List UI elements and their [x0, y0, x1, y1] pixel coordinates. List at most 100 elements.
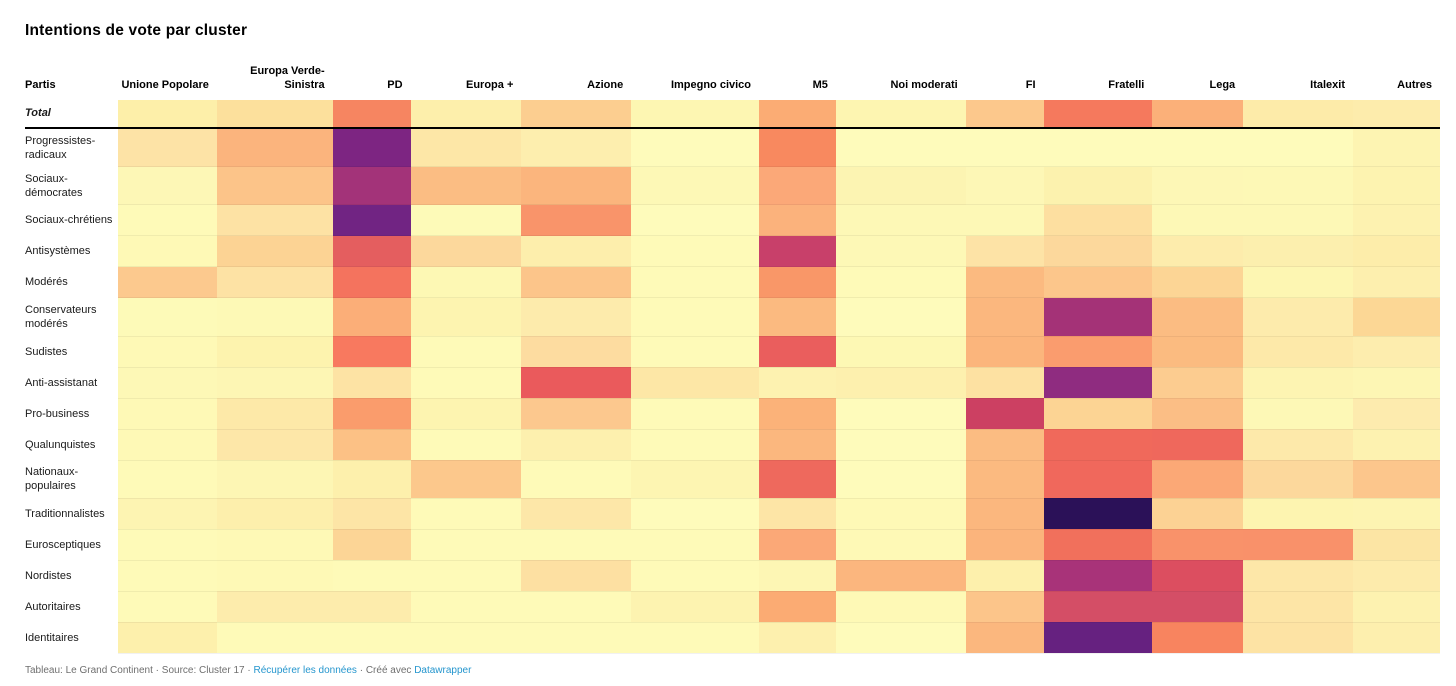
heatmap-cell — [216, 529, 333, 561]
table-row-autoritaires: Autoritaires — [25, 591, 1440, 623]
heatmap-cell — [1243, 235, 1354, 268]
heatmap-cell — [759, 429, 836, 461]
heatmap-cell — [410, 398, 522, 430]
heatmap-cell — [1353, 127, 1440, 168]
heatmap-cell — [631, 166, 760, 206]
heatmap-cell — [117, 622, 217, 654]
heatmap-cell — [117, 99, 217, 129]
header-row: Partis Unione Popolare Europa Verde-Sinist… — [25, 64, 1440, 100]
heatmap-cell — [1152, 529, 1244, 561]
heatmap-cell — [1353, 560, 1440, 592]
row-label: Eurosceptiques — [25, 529, 118, 561]
heatmap-cell — [332, 560, 411, 592]
heatmap-cell — [1043, 398, 1153, 430]
heatmap-cell — [332, 398, 411, 430]
column-header-italexit: Italexit — [1310, 79, 1346, 92]
heatmap-cell — [1353, 297, 1440, 337]
column-header-m5: M5 — [812, 79, 828, 92]
heatmap-cell — [216, 560, 333, 592]
heatmap-cell — [521, 166, 632, 206]
heatmap-cell — [410, 127, 522, 168]
heatmap-cell — [1353, 460, 1440, 499]
heatmap-cell — [216, 398, 333, 430]
heatmap-cell — [1043, 297, 1153, 337]
heatmap-cell — [631, 429, 760, 461]
datawrapper-link[interactable]: Datawrapper — [414, 664, 472, 676]
heatmap-cell — [835, 266, 966, 299]
heatmap-cell — [1243, 166, 1354, 206]
heatmap-cell — [332, 498, 411, 530]
heatmap-cell — [965, 166, 1044, 206]
table-row-nordistes: Nordistes — [25, 560, 1440, 592]
column-header-pd: PD — [387, 79, 403, 92]
heatmap-cell — [1243, 336, 1354, 368]
heatmap-cell — [1043, 166, 1153, 206]
dot-separator: · — [155, 664, 159, 676]
heatmap-cell — [1243, 204, 1354, 237]
heatmap-cell — [521, 297, 632, 337]
table-row-sociaux-chr-tiens: Sociaux-chrétiens — [25, 204, 1440, 237]
heatmap-cell — [521, 367, 632, 399]
heatmap-cell — [835, 591, 966, 623]
heatmap-cell — [1353, 398, 1440, 430]
heatmap-cell — [631, 266, 760, 299]
heatmap-cell — [332, 336, 411, 368]
heatmap-cell — [759, 235, 836, 268]
heatmap-cell — [631, 204, 760, 237]
table-row-sociaux-d-mocrates: Sociaux-démocrates — [25, 166, 1440, 206]
column-header-autres: Autres — [1397, 79, 1432, 92]
heatmap-cell — [410, 529, 522, 561]
heatmap-cell — [965, 398, 1044, 430]
heatmap-cell — [1243, 591, 1354, 623]
get-the-data-link[interactable]: Récupérer les données — [253, 664, 357, 676]
heatmap-cell — [117, 591, 217, 623]
heatmap-cell — [216, 166, 333, 206]
row-label: Sociaux-démocrates — [25, 166, 118, 205]
heatmap-cell — [835, 99, 966, 129]
source-text: Source: Cluster 17 — [161, 664, 245, 676]
row-label: Modérés — [25, 266, 118, 298]
heatmap-cell — [521, 529, 632, 561]
heatmap-cell — [759, 266, 836, 299]
heatmap-cell — [965, 498, 1044, 530]
heatmap-cell — [835, 235, 966, 268]
heatmap-cell — [410, 429, 522, 461]
heatmap-cell — [631, 560, 760, 592]
heatmap-cell — [1043, 460, 1153, 499]
heatmap-cell — [332, 429, 411, 461]
heatmap-cell — [332, 166, 411, 206]
column-header-lega: Lega — [1209, 79, 1236, 92]
heatmap-cell — [1353, 498, 1440, 530]
heatmap-cell — [521, 460, 632, 499]
row-label: Total — [25, 99, 118, 128]
heatmap-cell — [332, 235, 411, 268]
heatmap-cell — [759, 367, 836, 399]
heatmap-cell — [332, 591, 411, 623]
heatmap-cell — [216, 367, 333, 399]
heatmap-cell — [965, 99, 1044, 129]
heatmap-cell — [410, 460, 522, 499]
heatmap-cell — [631, 235, 760, 268]
heatmap-cell — [521, 336, 632, 368]
heatmap-cell — [1152, 429, 1244, 461]
heatmap-cell — [1353, 204, 1440, 237]
heatmap-cell — [521, 429, 632, 461]
heatmap-cell — [117, 266, 217, 299]
heatmap-cell — [965, 266, 1044, 299]
heatmap-cell — [117, 166, 217, 206]
heatmap-cell — [1152, 398, 1244, 430]
heatmap-cell — [410, 166, 522, 206]
heatmap-cell — [835, 367, 966, 399]
heatmap-cell — [332, 99, 411, 129]
heatmap-cell — [1152, 235, 1244, 268]
heatmap-table: Partis Unione Popolare Europa Verde-Sinist… — [25, 64, 1440, 654]
heatmap-cell — [835, 560, 966, 592]
heatmap-cell — [631, 591, 760, 623]
row-label: Traditionnalistes — [25, 498, 118, 530]
heatmap-cell — [1152, 297, 1244, 337]
heatmap-cell — [1043, 622, 1153, 654]
column-header-partis: Partis — [25, 79, 56, 92]
column-header-fi: FI — [1025, 79, 1036, 92]
heatmap-cell — [216, 460, 333, 499]
heatmap-cell — [759, 336, 836, 368]
